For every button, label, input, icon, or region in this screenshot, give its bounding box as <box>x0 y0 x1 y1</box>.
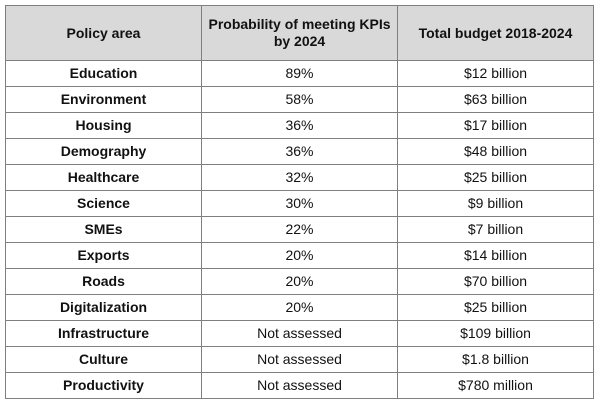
probability-cell: 20% <box>201 268 398 295</box>
table-row: Demography 36% $48 billion <box>5 138 594 165</box>
policy-area-cell: Education <box>5 60 202 87</box>
policy-area-cell: SMEs <box>5 216 202 243</box>
budget-cell: $48 billion <box>397 138 594 165</box>
probability-cell: 20% <box>201 294 398 321</box>
table-row: Infrastructure Not assessed $109 billion <box>5 320 594 347</box>
probability-cell: 89% <box>201 60 398 87</box>
budget-cell: $63 billion <box>397 86 594 113</box>
budget-cell: $12 billion <box>397 60 594 87</box>
budget-cell: $780 million <box>397 372 594 399</box>
probability-cell: Not assessed <box>201 346 398 373</box>
policy-area-cell: Digitalization <box>5 294 202 321</box>
policy-kpi-table: Policy area Probability of meeting KPIs … <box>5 5 594 399</box>
table-row: Healthcare 32% $25 billion <box>5 164 594 191</box>
policy-area-cell: Roads <box>5 268 202 295</box>
budget-cell: $1.8 billion <box>397 346 594 373</box>
policy-area-cell: Demography <box>5 138 202 165</box>
policy-area-cell: Exports <box>5 242 202 269</box>
policy-area-cell: Science <box>5 190 202 217</box>
table-row: Productivity Not assessed $780 million <box>5 372 594 399</box>
probability-cell: 32% <box>201 164 398 191</box>
table-header: Policy area Probability of meeting KPIs … <box>5 5 594 61</box>
table-row: Roads 20% $70 billion <box>5 268 594 295</box>
table-row: Education 89% $12 billion <box>5 60 594 87</box>
header-total-budget: Total budget 2018-2024 <box>397 5 594 61</box>
budget-cell: $25 billion <box>397 294 594 321</box>
header-row: Policy area Probability of meeting KPIs … <box>5 5 594 61</box>
table-row: Digitalization 20% $25 billion <box>5 294 594 321</box>
policy-area-cell: Housing <box>5 112 202 139</box>
budget-cell: $14 billion <box>397 242 594 269</box>
table-body: Education 89% $12 billion Environment 58… <box>5 60 594 399</box>
budget-cell: $9 billion <box>397 190 594 217</box>
policy-area-cell: Infrastructure <box>5 320 202 347</box>
policy-area-cell: Culture <box>5 346 202 373</box>
table-row: Culture Not assessed $1.8 billion <box>5 346 594 373</box>
table-row: Exports 20% $14 billion <box>5 242 594 269</box>
budget-cell: $109 billion <box>397 320 594 347</box>
header-policy-area: Policy area <box>5 5 202 61</box>
probability-cell: 58% <box>201 86 398 113</box>
table-row: Housing 36% $17 billion <box>5 112 594 139</box>
table-row: SMEs 22% $7 billion <box>5 216 594 243</box>
table-row: Environment 58% $63 billion <box>5 86 594 113</box>
probability-cell: 36% <box>201 112 398 139</box>
probability-cell: 20% <box>201 242 398 269</box>
probability-cell: 22% <box>201 216 398 243</box>
probability-cell: 30% <box>201 190 398 217</box>
policy-area-cell: Environment <box>5 86 202 113</box>
budget-cell: $17 billion <box>397 112 594 139</box>
budget-cell: $25 billion <box>397 164 594 191</box>
budget-cell: $70 billion <box>397 268 594 295</box>
probability-cell: Not assessed <box>201 372 398 399</box>
budget-cell: $7 billion <box>397 216 594 243</box>
probability-cell: Not assessed <box>201 320 398 347</box>
policy-area-cell: Healthcare <box>5 164 202 191</box>
table-row: Science 30% $9 billion <box>5 190 594 217</box>
header-probability: Probability of meeting KPIs by 2024 <box>201 5 398 61</box>
policy-area-cell: Productivity <box>5 372 202 399</box>
probability-cell: 36% <box>201 138 398 165</box>
